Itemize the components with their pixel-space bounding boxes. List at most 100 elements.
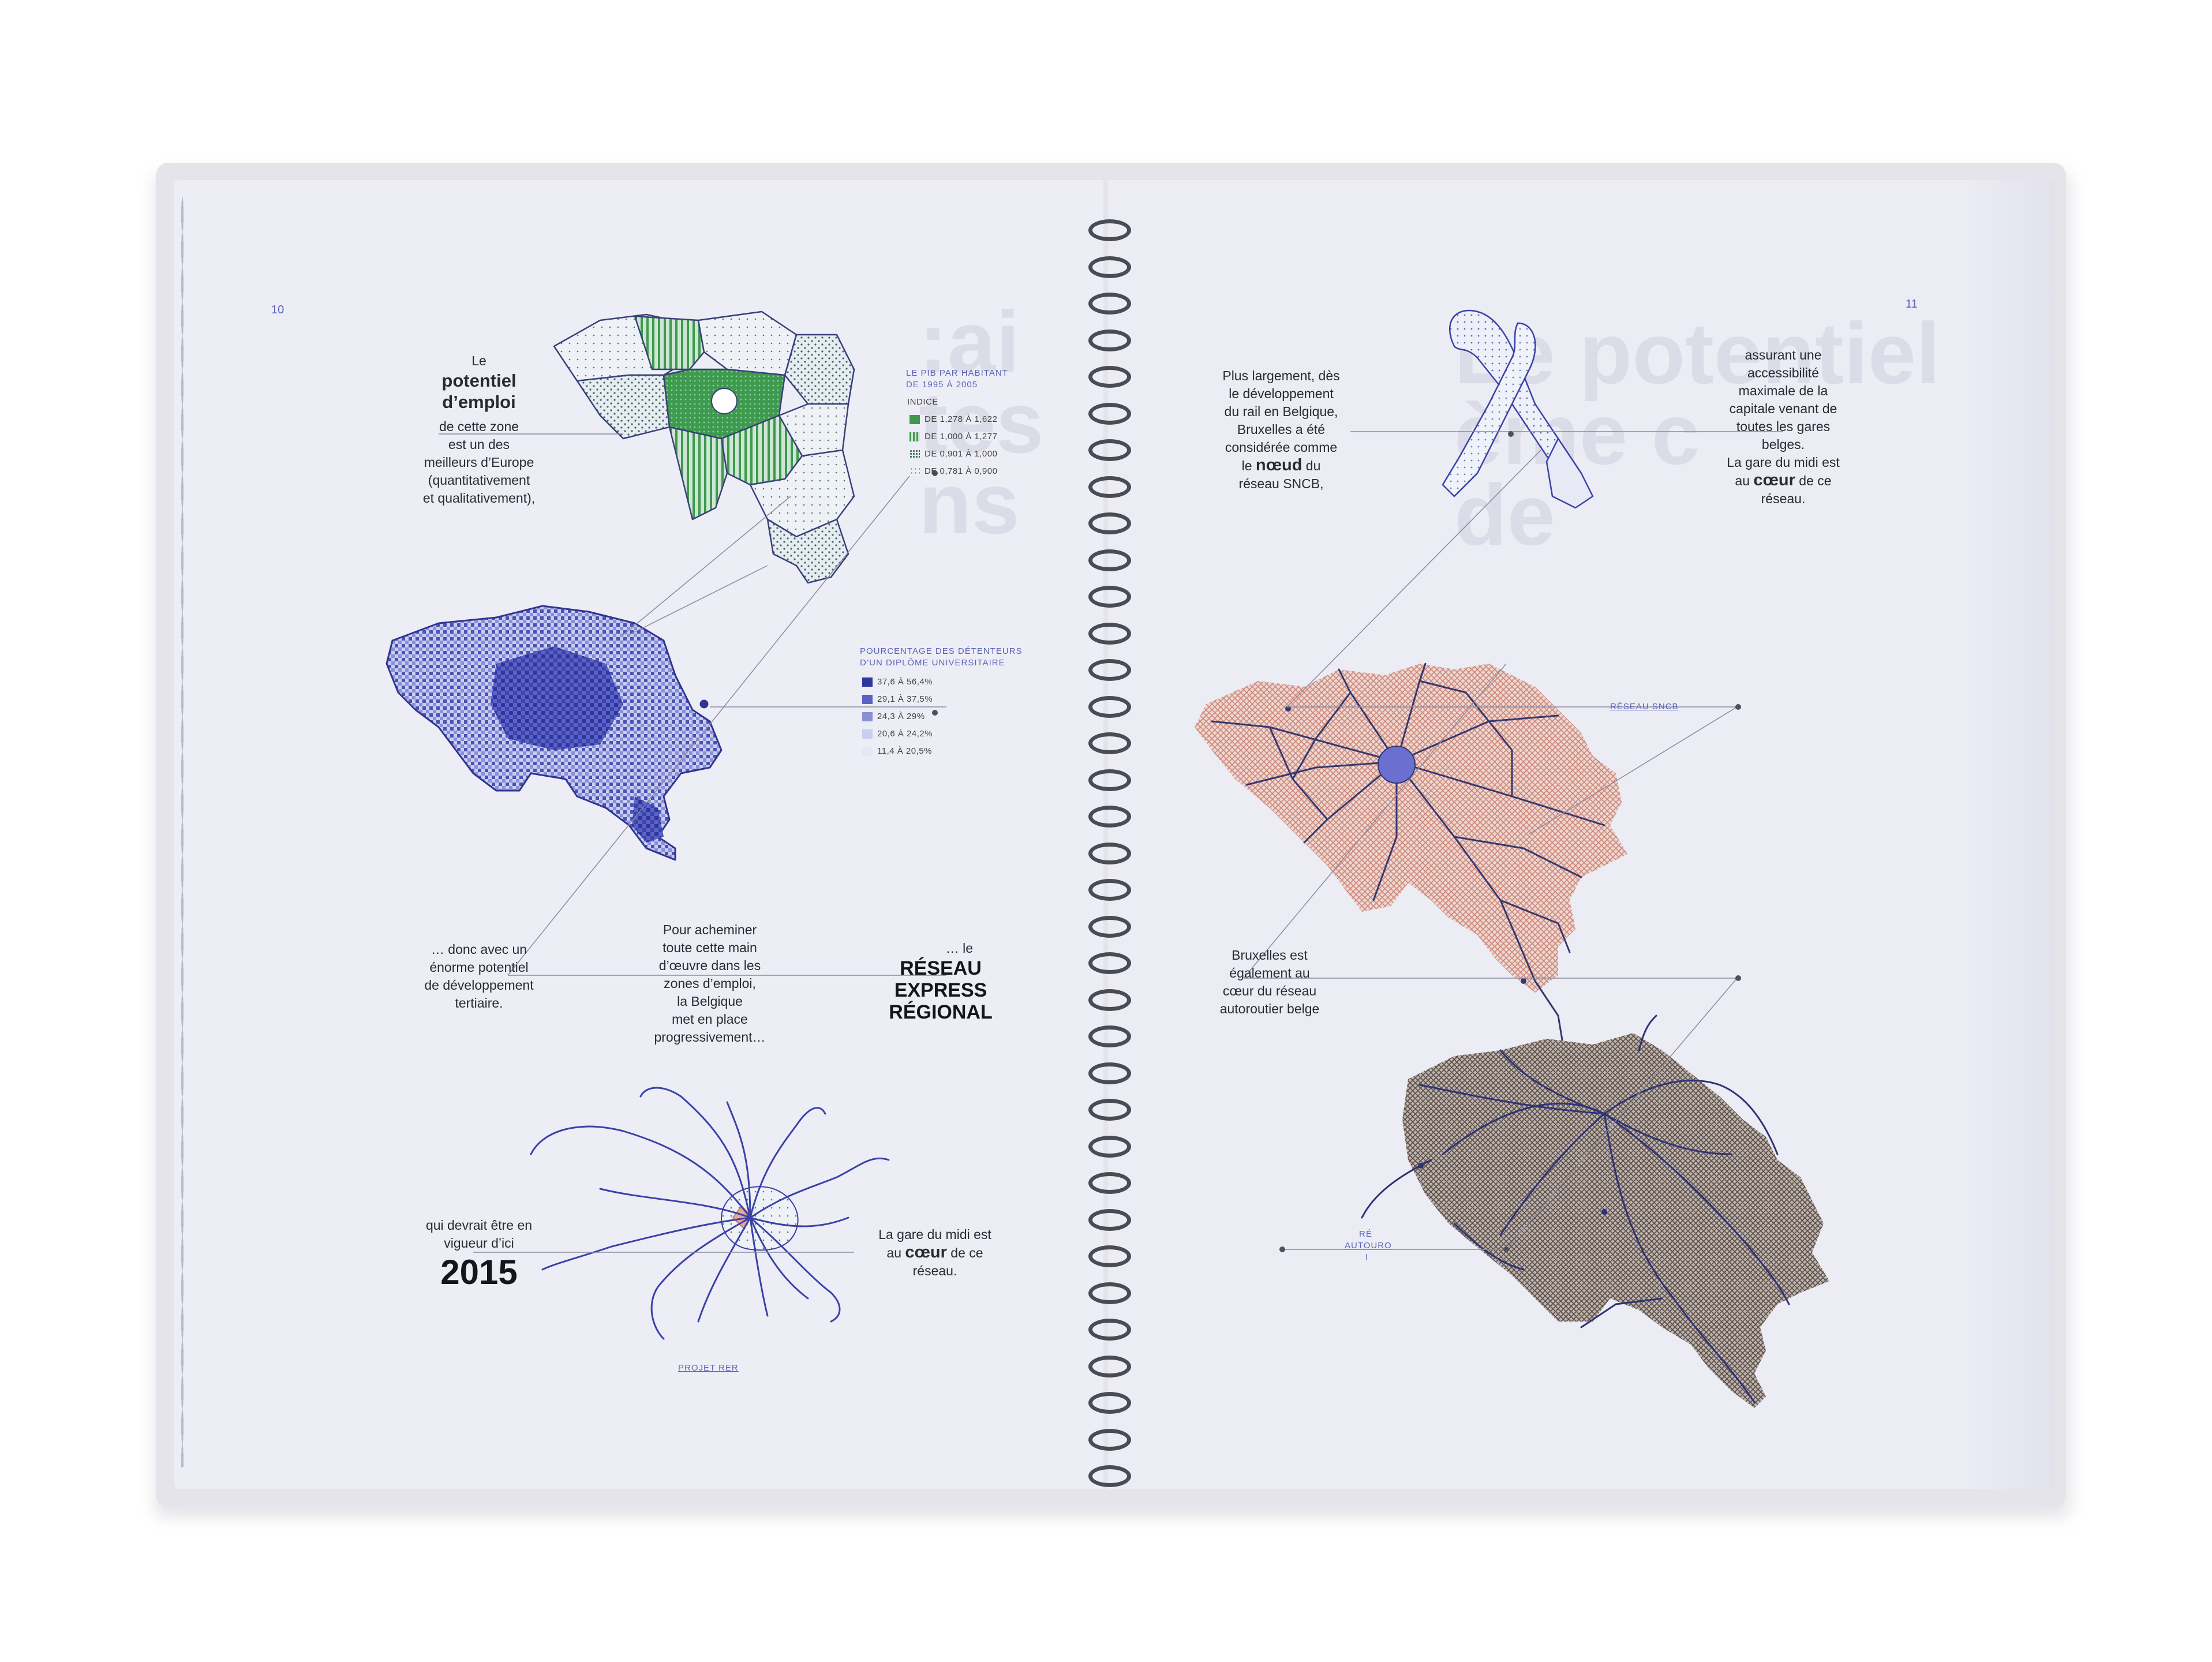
spiral-ring	[1088, 1025, 1131, 1047]
spiral-ring	[1088, 1319, 1131, 1341]
spiral-ring	[1088, 806, 1131, 828]
spiral-ring	[1088, 695, 1131, 718]
acheminer-line2: toute cette main	[663, 940, 757, 955]
spiral-ring	[1088, 1282, 1131, 1304]
spiral-ring	[1088, 219, 1131, 241]
access-line3: maximale de la	[1738, 383, 1828, 398]
intro-line5: est un des	[448, 437, 510, 452]
projet-rer-label: PROJET RER	[678, 1363, 739, 1373]
map-pib	[553, 310, 855, 584]
autoroute-label-1: RÉ	[1359, 1229, 1372, 1239]
spiral-ring	[1088, 842, 1131, 864]
legend-pib-sub: INDICE	[907, 397, 938, 407]
spiral-ring	[1088, 549, 1131, 571]
access-line1: assurant une	[1745, 347, 1822, 362]
legend-pib-swatch-3	[909, 450, 920, 459]
spiral-ring	[1088, 879, 1131, 901]
accessibilite-text: assurant une accessibilité maximale de l…	[1708, 346, 1858, 508]
bruxelles-line4: autoroutier belge	[1219, 1001, 1320, 1016]
midi-text-left: La gare du midi est au cœur de ce réseau…	[860, 1226, 1010, 1280]
legend-pib-title1: LE PIB PAR HABITANT	[906, 368, 1008, 378]
year-2015: 2015	[440, 1253, 518, 1292]
access-line8: au cœur de ce	[1708, 471, 1858, 490]
spiral-ring	[1088, 622, 1131, 645]
rer-line3: EXPRESS	[894, 979, 987, 1001]
bruxelles-text: Bruxelles est également au cœur du résea…	[1195, 946, 1345, 1018]
largement-line5: considérée comme	[1225, 440, 1338, 455]
page-edge	[1962, 180, 2054, 1489]
legend-pib-item-1: DE 1,278 À 1,622	[925, 414, 998, 424]
largement-line7: réseau SNCB,	[1238, 476, 1324, 491]
acheminer-line4: zones d’emploi,	[664, 976, 756, 991]
spiral-ring	[1088, 366, 1131, 388]
midi-left-line2-bold: cœur	[905, 1243, 947, 1262]
access-line8-bold: cœur	[1753, 471, 1795, 489]
access-line8-pre: au	[1735, 473, 1750, 488]
acheminer-line1: Pour acheminer	[663, 922, 757, 937]
spiral-ring	[1088, 1135, 1131, 1158]
access-line8-post: de ce	[1799, 473, 1832, 488]
bruxelles-line1: Bruxelles est	[1232, 948, 1308, 963]
bruxelles-line3: cœur du réseau	[1222, 983, 1317, 998]
spiral-ring	[1088, 989, 1131, 1011]
spiral-ring	[1088, 329, 1131, 351]
rer-line4: RÉGIONAL	[889, 1001, 993, 1023]
spiral-ring	[1088, 1208, 1131, 1231]
spiral-ring	[1088, 1172, 1131, 1194]
acheminer-text: Pour acheminer toute cette main d’œuvre …	[635, 921, 785, 1046]
legend-pib-swatch-2	[909, 432, 920, 441]
donc-line2: énorme potentiel	[429, 960, 529, 975]
legend-diploma-item-2: 29,1 À 37,5%	[877, 694, 933, 704]
spiral-ring	[1088, 1062, 1131, 1084]
vigueur-text: qui devrait être en vigueur d’ici	[404, 1216, 554, 1252]
access-line7: La gare du midi est	[1727, 455, 1840, 470]
spiral-ring	[1088, 1465, 1131, 1487]
legend-pib-item-2: DE 1,000 À 1,277	[925, 432, 998, 441]
bruxelles-line2: également au	[1229, 965, 1310, 980]
intro-line3: d’emploi	[442, 392, 516, 412]
ghost-lettering: :ai tes ns	[919, 293, 1044, 552]
donc-text: … donc avec un énorme potentiel de dével…	[404, 941, 554, 1012]
spiral-ring	[1088, 732, 1131, 754]
spiral-ring	[1088, 586, 1131, 608]
donc-line3: de développement	[424, 978, 534, 993]
legend-diploma-swatch-2	[862, 695, 873, 704]
access-line5: toutes les gares	[1736, 419, 1831, 434]
intro-line1: Le	[471, 353, 486, 368]
legend-pib-item-4: DE 0,781 À 0,900	[925, 466, 998, 476]
intro-text-rest: de cette zone est un des meilleurs d’Eur…	[392, 418, 566, 507]
legend-pib-swatch-4	[909, 467, 920, 476]
access-line2: accessibilité	[1747, 365, 1819, 380]
spiral-ring	[1088, 512, 1131, 534]
rer-line2: RÉSEAU	[900, 957, 982, 979]
spiral-ring	[1088, 1099, 1131, 1121]
spiral-ring	[1088, 439, 1131, 461]
legend-diploma-item-5: 11,4 À 20,5%	[877, 746, 932, 756]
largement-line4: Bruxelles a été	[1237, 422, 1326, 437]
legend-diploma-title1: POURCENTAGE DES DÉTENTEURS	[860, 646, 1023, 656]
spiral-ring	[1088, 1355, 1131, 1377]
spiral-ring	[1088, 769, 1131, 791]
page-number-left: 10	[271, 304, 285, 316]
largement-line6-pre: le	[1241, 458, 1252, 473]
legend-diploma-swatch-5	[862, 747, 873, 756]
spiral-ring	[1088, 915, 1131, 938]
map-autoroutes	[1361, 1015, 1829, 1408]
legend-diploma-swatch-4	[862, 729, 873, 739]
intro-line7: (quantitativement	[428, 473, 530, 488]
largement-line6-bold: nœud	[1255, 456, 1303, 474]
acheminer-line5: la Belgique	[677, 994, 743, 1009]
legend-diploma-item-1: 37,6 À 56,4%	[877, 677, 933, 687]
access-line4: capitale venant de	[1729, 401, 1837, 416]
midi-left-line3: réseau.	[912, 1263, 957, 1278]
largement-line2: le développement	[1229, 386, 1334, 401]
acheminer-line7: progressivement…	[654, 1030, 766, 1045]
intro-line4: de cette zone	[439, 419, 519, 434]
donc-line4: tertiaire.	[455, 995, 503, 1010]
largement-line3: du rail en Belgique,	[1224, 404, 1338, 419]
acheminer-line3: d’œuvre dans les	[658, 958, 761, 973]
intro-line2: potentiel	[441, 370, 516, 391]
midi-left-line1: La gare du midi est	[878, 1227, 991, 1242]
legend-diploma-swatch-3	[862, 712, 873, 721]
